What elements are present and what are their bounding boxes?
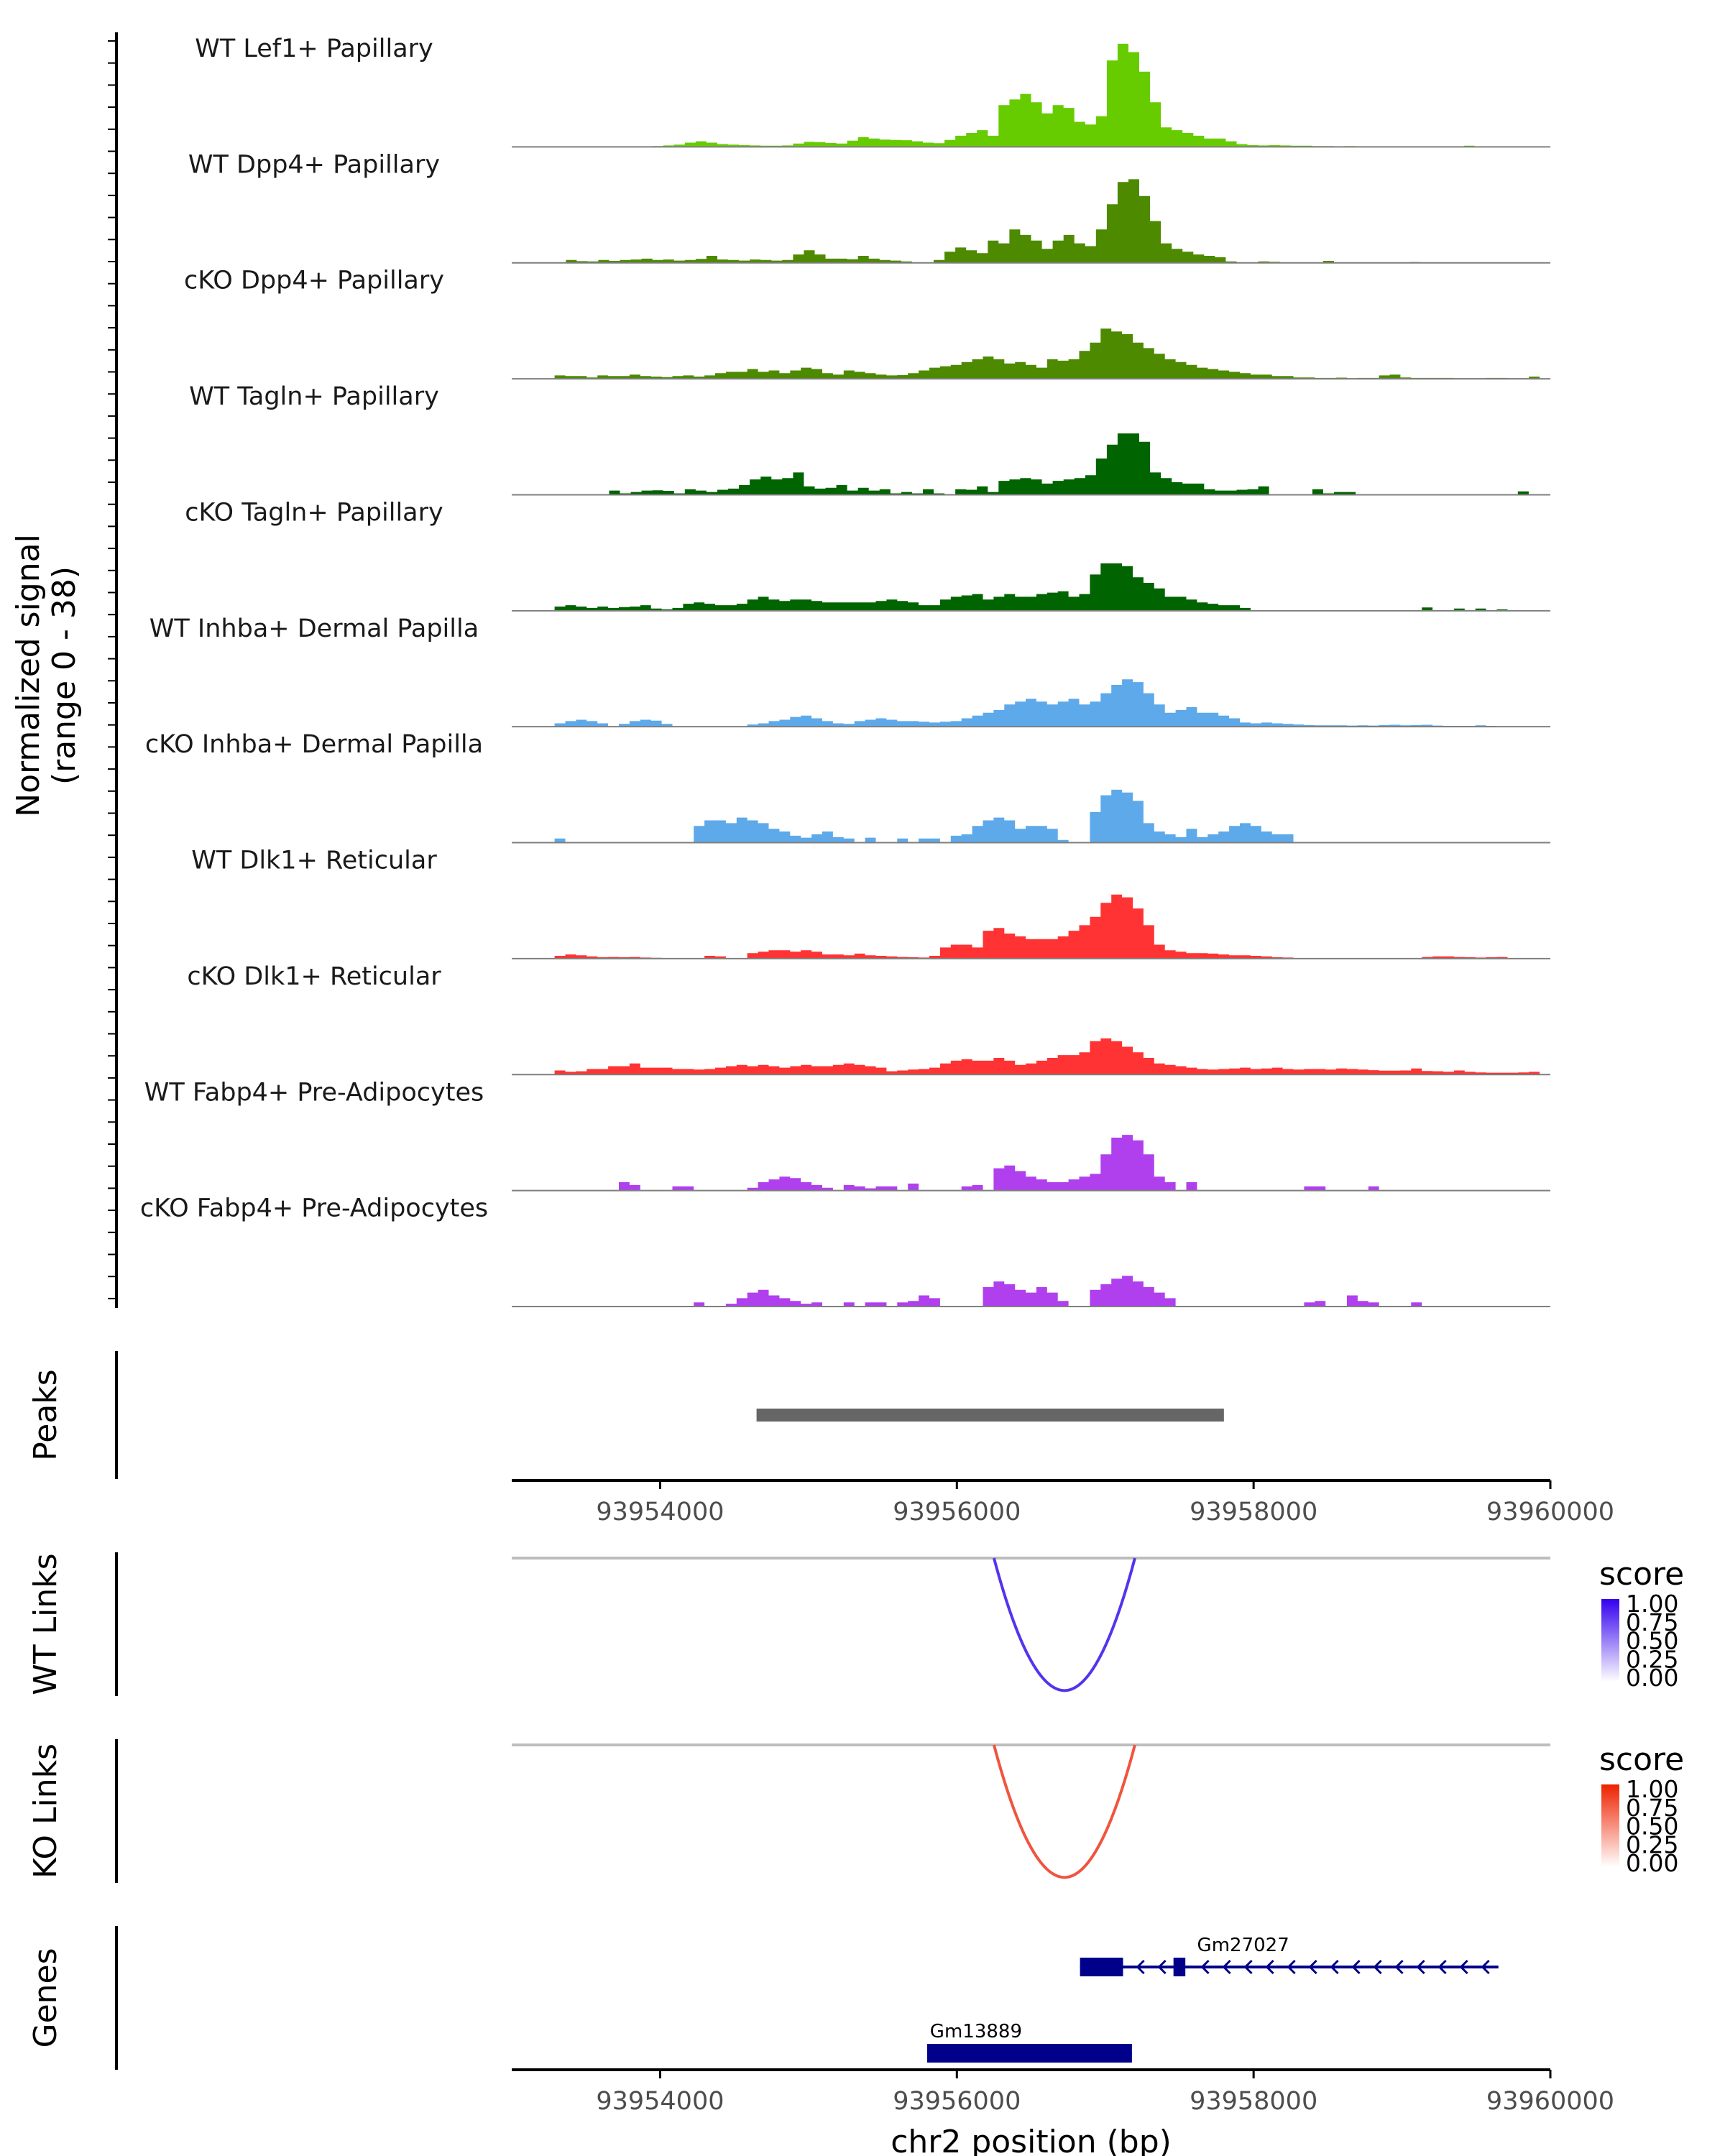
ko-links-legend-value: 0.75: [1626, 1794, 1678, 1822]
coverage-track-label-6: cKO Inhba+ Dermal Papilla: [145, 730, 483, 759]
wt-links-legend-value: 0.25: [1626, 1645, 1678, 1673]
gene-strand-arrow: [1481, 1959, 1490, 1975]
coverage-y-label-line2: (range 0 - 38): [46, 566, 83, 785]
coverage-area-9: [512, 1135, 1550, 1191]
peaks-x-axis-tick-label: 93958000: [1190, 1498, 1317, 1526]
ko-links-label: KO Links: [27, 1743, 64, 1879]
ko-links-legend-value: 0.25: [1626, 1830, 1678, 1858]
ko-links-legend-value: 0.00: [1626, 1849, 1678, 1877]
coverage-area-3: [512, 433, 1550, 495]
coverage-y-axis-label: Normalized signal(range 0 - 38): [10, 534, 83, 817]
ko-links-legend-colorbar: [1601, 1784, 1619, 1867]
coverage-area-5: [512, 679, 1550, 727]
ko-links-legend-title: score: [1599, 1741, 1684, 1778]
coverage-area-1: [512, 179, 1550, 263]
genes-panel: Genes Gm27027 Gm13889 93954000 93956000 93958…: [27, 1926, 1614, 2156]
wt-links-label: WT Links: [27, 1553, 64, 1695]
coverage-track-label-2: cKO Dpp4+ Papillary: [184, 267, 444, 295]
gene-strand-arrow: [1222, 1959, 1231, 1975]
coverage-area-8: [512, 1038, 1550, 1075]
coverage-track-label-8: cKO Dlk1+ Reticular: [187, 962, 441, 991]
peak-region-0: [756, 1409, 1224, 1422]
wt-links-legend-value: 0.50: [1626, 1627, 1678, 1655]
wt-links-legend-value: 0.75: [1626, 1608, 1678, 1636]
gene-strand-arrow: [1330, 1959, 1339, 1975]
peaks-x-axis-tick-label: 93960000: [1486, 1498, 1614, 1526]
genes-label: Genes: [27, 1948, 64, 2047]
ko-links-arc-0: [992, 1744, 1136, 1879]
peaks-x-axis-tick-label: 93956000: [893, 1498, 1021, 1526]
coverage-area-6: [512, 789, 1550, 843]
gene-strand-arrow: [1416, 1959, 1425, 1975]
coverage-panel: Normalized signal(range 0 - 38) WT Lef1+ …: [10, 32, 1550, 1308]
gene-strand-arrow: [1351, 1959, 1361, 1975]
genes-x-axis-tick-label: 93956000: [893, 2087, 1021, 2116]
gene-strand-arrow: [1373, 1959, 1382, 1975]
coverage-track-label-3: WT Tagln+ Papillary: [189, 382, 439, 411]
gene-exon-0-1: [1173, 1958, 1186, 1976]
coverage-area-4: [512, 563, 1550, 611]
gene-name-0: Gm27027: [1197, 1935, 1289, 1956]
gene-strand-arrow: [1157, 1959, 1167, 1975]
coverage-track-label-9: WT Fabp4+ Pre-Adipocytes: [144, 1078, 484, 1107]
gene-strand-arrow: [1200, 1959, 1210, 1975]
gene-name-1: Gm13889: [930, 2021, 1022, 2042]
wt-links-legend-value: 1.00: [1626, 1590, 1678, 1618]
wt-links-legend-title: score: [1599, 1556, 1684, 1593]
gene-strand-arrow: [1459, 1959, 1468, 1975]
coverage-area-2: [512, 328, 1550, 379]
x-axis-title: chr2 position (bp): [891, 2124, 1172, 2156]
ko-links-legend-value: 1.00: [1626, 1775, 1678, 1803]
gene-strand-arrow: [1243, 1959, 1253, 1975]
coverage-track-label-7: WT Dlk1+ Reticular: [191, 847, 437, 875]
coverage-track-label-4: cKO Tagln+ Papillary: [185, 498, 443, 527]
gene-strand-arrow: [1438, 1959, 1447, 1975]
peaks-x-axis-tick-label: 93954000: [596, 1498, 724, 1526]
wt-links-legend-value: 0.00: [1626, 1664, 1678, 1692]
peaks-panel: Peaks 93954000 93956000 93958000 93960000: [27, 1351, 1614, 1526]
coverage-track-label-1: WT Dpp4+ Papillary: [188, 150, 440, 179]
peaks-label: Peaks: [27, 1369, 64, 1460]
coverage-track-label-10: cKO Fabp4+ Pre-Adipocytes: [140, 1194, 488, 1223]
coverage-area-0: [512, 43, 1550, 147]
gene-strand-arrow: [1136, 1959, 1145, 1975]
genes-x-axis-tick-label: 93958000: [1190, 2087, 1317, 2116]
wt-links-arc-0: [992, 1557, 1136, 1692]
gene-strand-arrow: [1394, 1959, 1404, 1975]
genes-x-axis-tick-label: 93960000: [1486, 2087, 1614, 2116]
gene-exon-1-0: [927, 2044, 1132, 2063]
genes-x-axis-tick-label: 93954000: [596, 2087, 724, 2116]
wt-links-legend-colorbar: [1601, 1599, 1619, 1682]
coverage-track-label-5: WT Inhba+ Dermal Papilla: [150, 614, 479, 643]
gene-exon-0-0: [1080, 1958, 1123, 1976]
coverage-track-label-0: WT Lef1+ Papillary: [195, 34, 433, 63]
gene-strand-arrow: [1308, 1959, 1317, 1975]
gene-strand-arrow: [1265, 1959, 1274, 1975]
coverage-area-7: [512, 894, 1550, 959]
coverage-area-10: [512, 1276, 1550, 1307]
gene-strand-arrow: [1287, 1959, 1296, 1975]
coverage-y-label-line1: Normalized signal: [10, 534, 47, 817]
ko-links-legend-value: 0.50: [1626, 1812, 1678, 1841]
